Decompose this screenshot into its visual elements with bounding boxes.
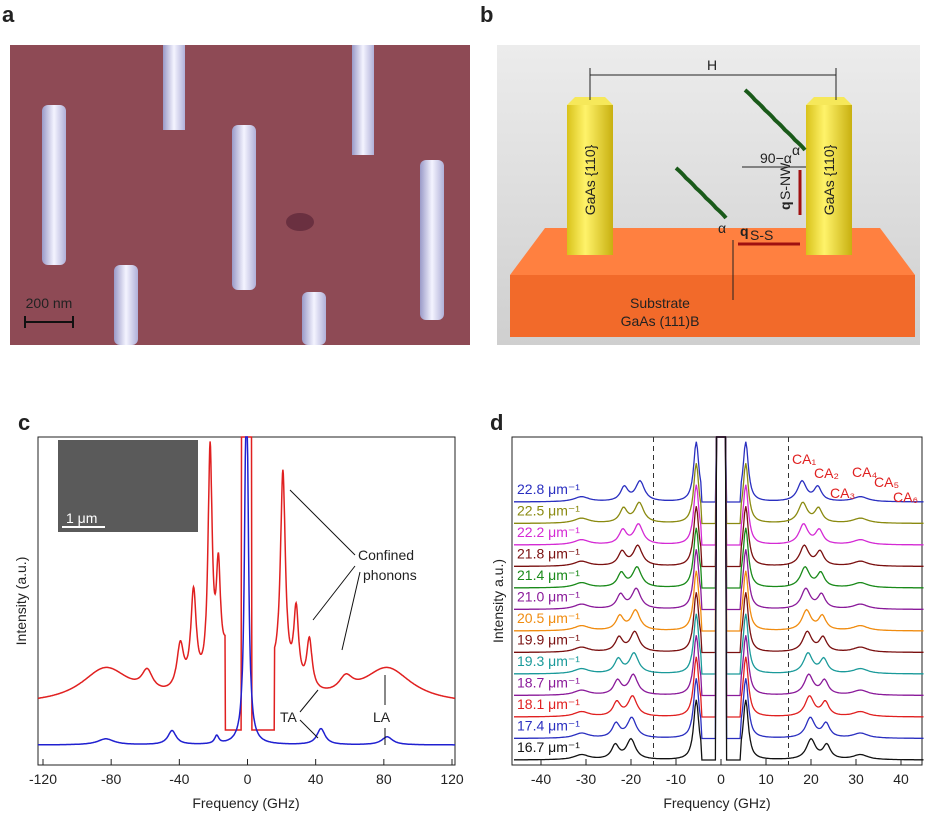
- x-tick-label: 0: [717, 771, 725, 787]
- angle-label: α: [792, 142, 800, 158]
- x-tick-label: 20: [803, 771, 819, 787]
- mode-label: CA₆: [893, 489, 918, 505]
- annotation: phonons: [363, 567, 417, 583]
- inset-image: [58, 440, 198, 532]
- x-tick-label: -120: [29, 771, 57, 787]
- curve-label: 22.8 μm⁻¹: [517, 481, 580, 497]
- curve-label: 16.7 μm⁻¹: [517, 739, 580, 755]
- wave-vector: q: [777, 201, 793, 210]
- curve-label: 18.7 μm⁻¹: [517, 675, 580, 691]
- panel-label: c: [18, 410, 30, 435]
- x-tick-label: 0: [244, 771, 252, 787]
- curve-label: 21.8 μm⁻¹: [517, 546, 580, 562]
- substrate-label: GaAs (111)B: [621, 313, 700, 329]
- x-tick-label: -40: [169, 771, 189, 787]
- x-tick-label: 80: [376, 771, 392, 787]
- y-axis-label: Intensity (a.u.): [13, 557, 29, 646]
- x-axis-label: Frequency (GHz): [663, 795, 770, 811]
- mode-label: CA₂: [814, 465, 839, 481]
- x-tick-label: -30: [576, 771, 596, 787]
- curve-label: 22.5 μm⁻¹: [517, 503, 580, 519]
- annotation: LA: [373, 709, 391, 725]
- x-tick-label: -40: [531, 771, 551, 787]
- mode-label: CA₃: [830, 485, 855, 501]
- x-tick-label: 40: [893, 771, 909, 787]
- y-axis-label: Intensity a.u.): [490, 559, 506, 643]
- x-tick-label: -10: [666, 771, 686, 787]
- schematic: [497, 45, 920, 345]
- wave-vector: q: [740, 223, 749, 239]
- distance-label: H: [707, 57, 717, 73]
- angle-label: 90−α: [760, 150, 792, 166]
- curve-label: 22.2 μm⁻¹: [517, 524, 580, 540]
- panel-label: b: [480, 2, 493, 27]
- x-tick-label: 40: [308, 771, 324, 787]
- curve-label: 17.4 μm⁻¹: [517, 718, 580, 734]
- facet-label: GaAs {110}: [582, 144, 598, 215]
- curve-label: 21.4 μm⁻¹: [517, 567, 580, 583]
- x-axis-label: Frequency (GHz): [192, 795, 299, 811]
- x-tick-label: -80: [101, 771, 121, 787]
- curve-label: 18.1 μm⁻¹: [517, 696, 580, 712]
- facet-label: GaAs {110}: [821, 144, 837, 215]
- curve-label: 19.3 μm⁻¹: [517, 653, 580, 669]
- mode-label: CA₄: [852, 464, 877, 480]
- curve-label: 21.0 μm⁻¹: [517, 589, 580, 605]
- angle-label: α: [718, 220, 726, 236]
- x-tick-label: 120: [440, 771, 464, 787]
- annotation: Confined: [358, 547, 414, 563]
- sem-image: 200 nm: [10, 45, 470, 345]
- annotation: TA: [280, 709, 298, 725]
- mode-label: CA₁: [792, 451, 816, 467]
- panel-label: a: [2, 2, 15, 27]
- substrate-label: Substrate: [630, 295, 690, 311]
- x-tick-label: 30: [848, 771, 864, 787]
- wave-vector-sub: S-S: [750, 227, 773, 243]
- x-tick-label: 10: [758, 771, 774, 787]
- curve-label: 19.9 μm⁻¹: [517, 632, 580, 648]
- curve-label: 20.5 μm⁻¹: [517, 610, 580, 626]
- mode-label: CA₅: [874, 474, 899, 490]
- spectrum: [514, 436, 924, 761]
- panel-label: d: [490, 410, 503, 435]
- inset-scale: 1 μm: [66, 510, 97, 526]
- x-tick-label: -20: [621, 771, 641, 787]
- wave-vector-sub: S-NW: [777, 162, 793, 200]
- scale-bar: 200 nm: [26, 295, 73, 311]
